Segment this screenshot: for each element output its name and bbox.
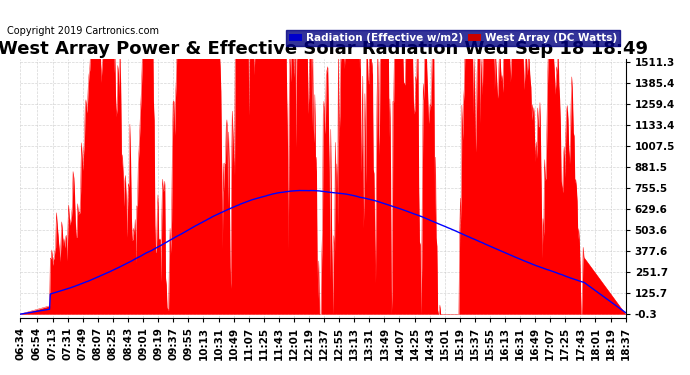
Title: West Array Power & Effective Solar Radiation Wed Sep 18 18:49: West Array Power & Effective Solar Radia… <box>0 40 648 58</box>
Legend: Radiation (Effective w/m2), West Array (DC Watts): Radiation (Effective w/m2), West Array (… <box>286 30 620 46</box>
Text: Copyright 2019 Cartronics.com: Copyright 2019 Cartronics.com <box>7 26 159 36</box>
